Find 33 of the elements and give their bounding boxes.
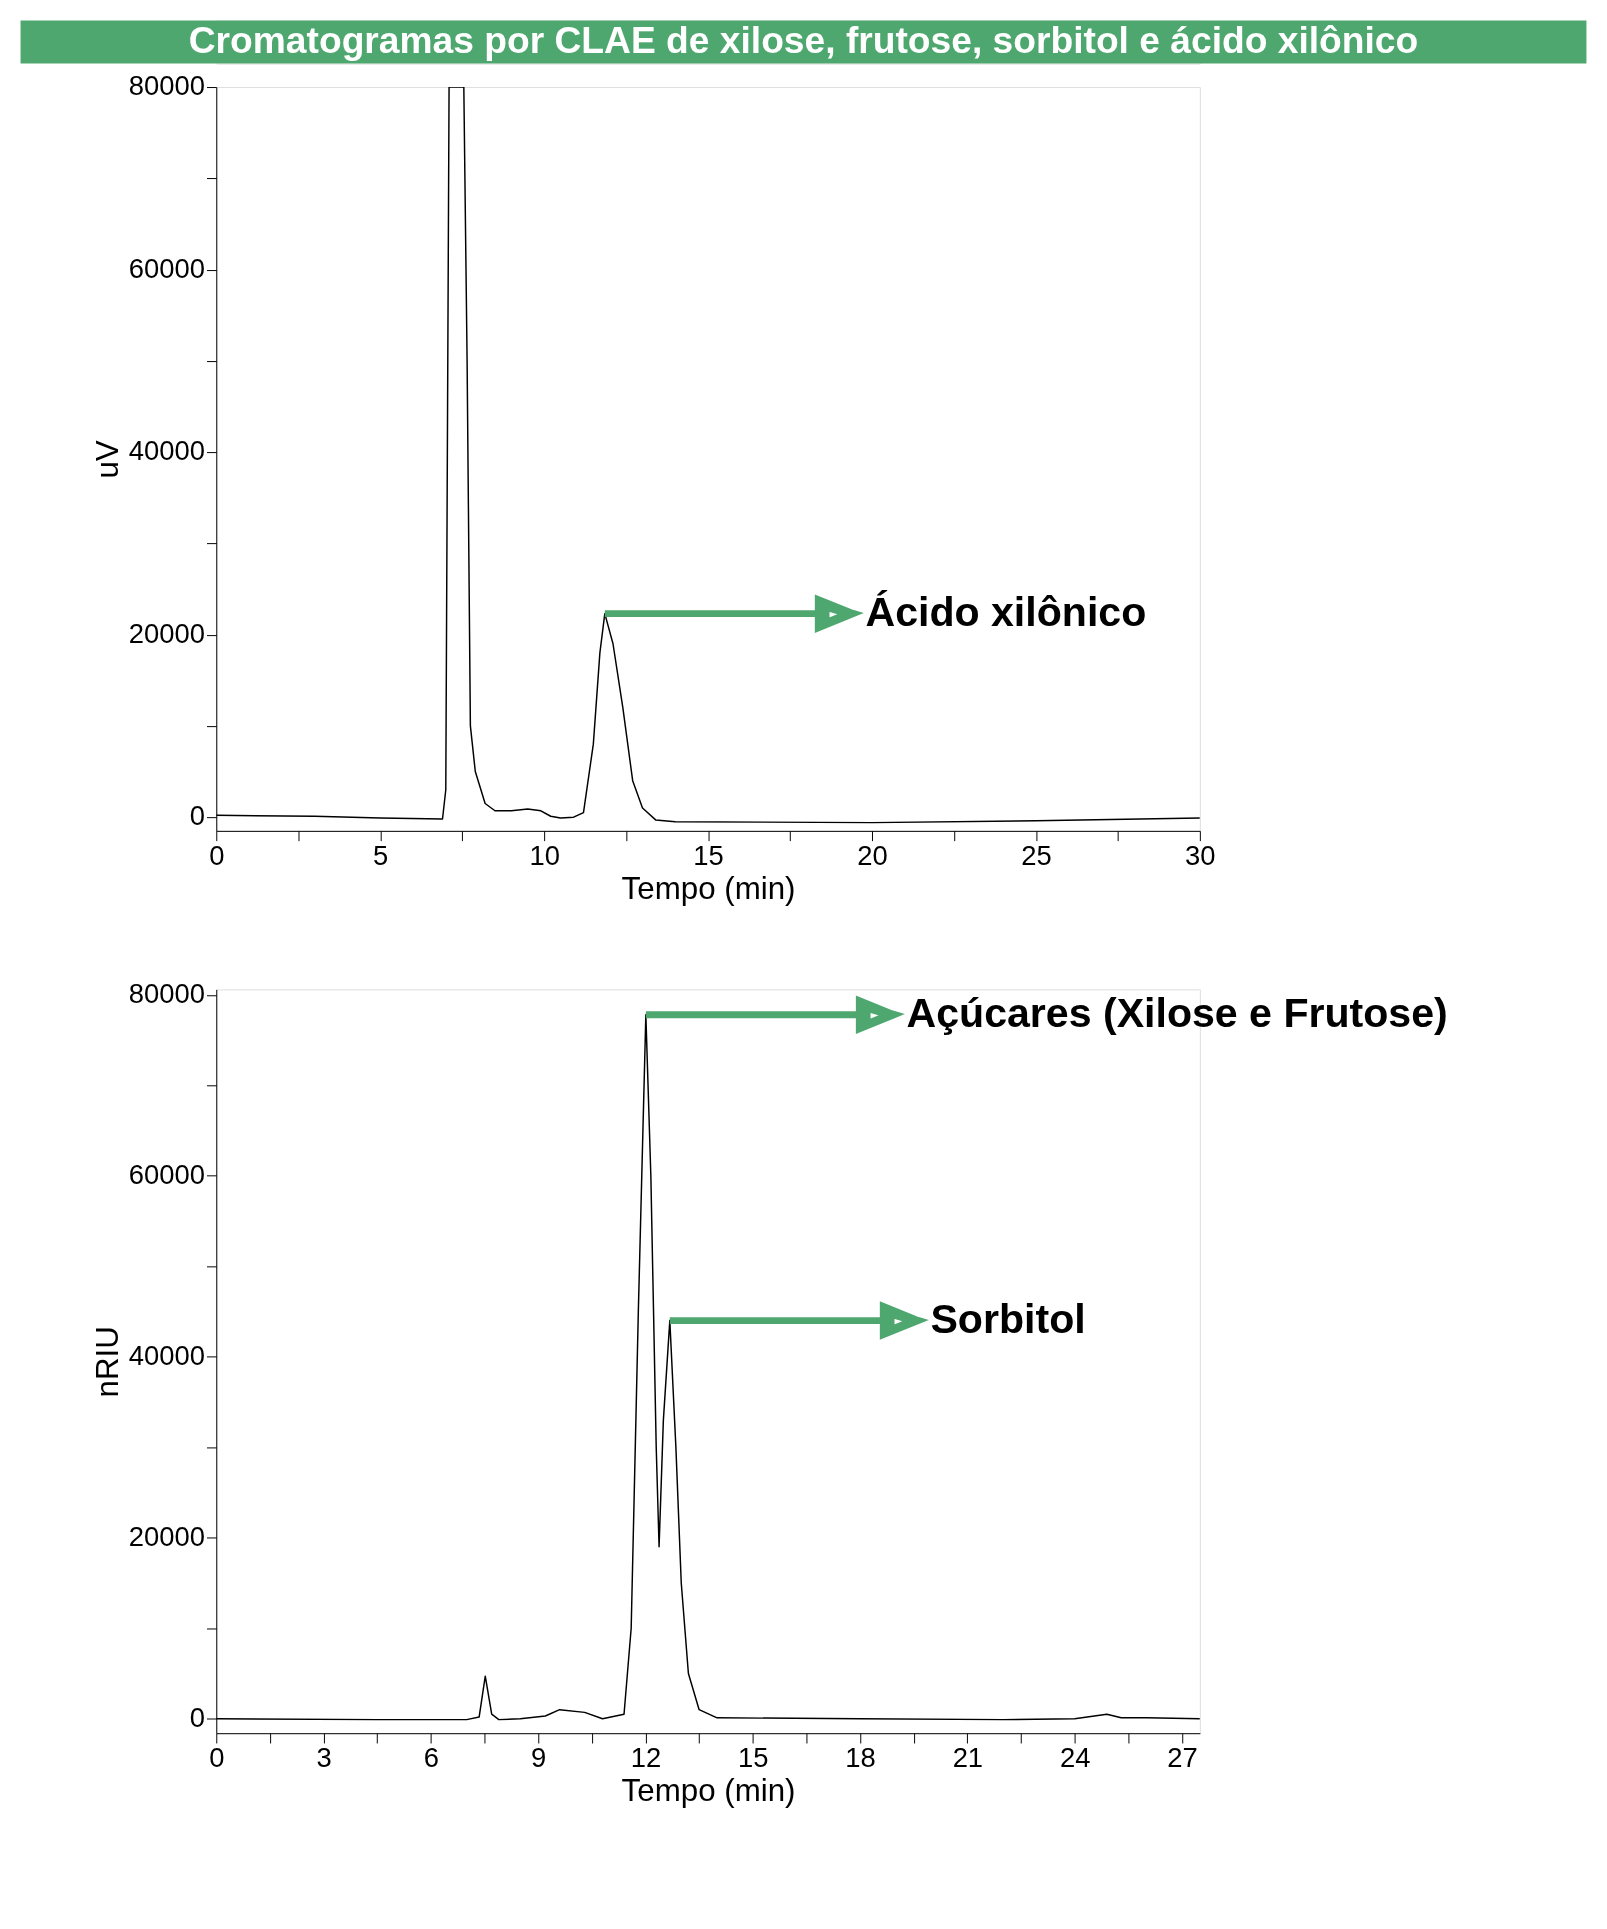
x-tick-label: 3 bbox=[316, 1741, 332, 1773]
chart-title: Cromatogramas por CLAE de xilose, frutose, sorbitol e ácido xilônico bbox=[188, 18, 1419, 61]
y-tick-label: 60000 bbox=[128, 252, 206, 284]
x-tick-label: 27 bbox=[1167, 1741, 1198, 1773]
x-tick-label: 15 bbox=[738, 1741, 769, 1773]
annotation: Sorbitol bbox=[930, 1296, 1086, 1343]
x-tick-label: 25 bbox=[1021, 839, 1052, 871]
x-tick-label: 5 bbox=[373, 839, 389, 871]
x-tick-label: 15 bbox=[693, 839, 724, 871]
y-tick-label: 80000 bbox=[128, 978, 206, 1010]
x-tick-label: 10 bbox=[529, 839, 560, 871]
y-axis-title: nRIU bbox=[90, 1326, 126, 1398]
y-tick-label: 80000 bbox=[128, 70, 206, 102]
x-tick-label: 12 bbox=[630, 1741, 662, 1773]
annotation: Ácido xilônico bbox=[865, 589, 1147, 636]
y-tick-label: 0 bbox=[189, 1702, 206, 1734]
annotation: Açúcares (Xilose e Frutose) bbox=[906, 990, 1448, 1037]
x-tick-label: 21 bbox=[952, 1741, 984, 1773]
x-tick-label: 18 bbox=[845, 1741, 876, 1773]
y-tick-label: 40000 bbox=[128, 435, 206, 467]
x-tick-label: 6 bbox=[423, 1741, 439, 1773]
y-axis-title: uV bbox=[90, 440, 126, 479]
x-tick-label: 9 bbox=[531, 1741, 547, 1773]
x-tick-label: 30 bbox=[1185, 839, 1216, 871]
x-tick-label: 24 bbox=[1059, 1741, 1091, 1773]
x-axis-title: Tempo (min) bbox=[621, 1773, 796, 1809]
y-tick-label: 60000 bbox=[128, 1159, 206, 1191]
y-tick-label: 40000 bbox=[128, 1340, 206, 1372]
y-tick-label: 0 bbox=[189, 800, 206, 832]
y-tick-label: 20000 bbox=[128, 617, 206, 649]
x-axis-title: Tempo (min) bbox=[621, 870, 796, 906]
x-tick-label: 20 bbox=[857, 839, 888, 871]
y-tick-label: 20000 bbox=[128, 1521, 206, 1553]
